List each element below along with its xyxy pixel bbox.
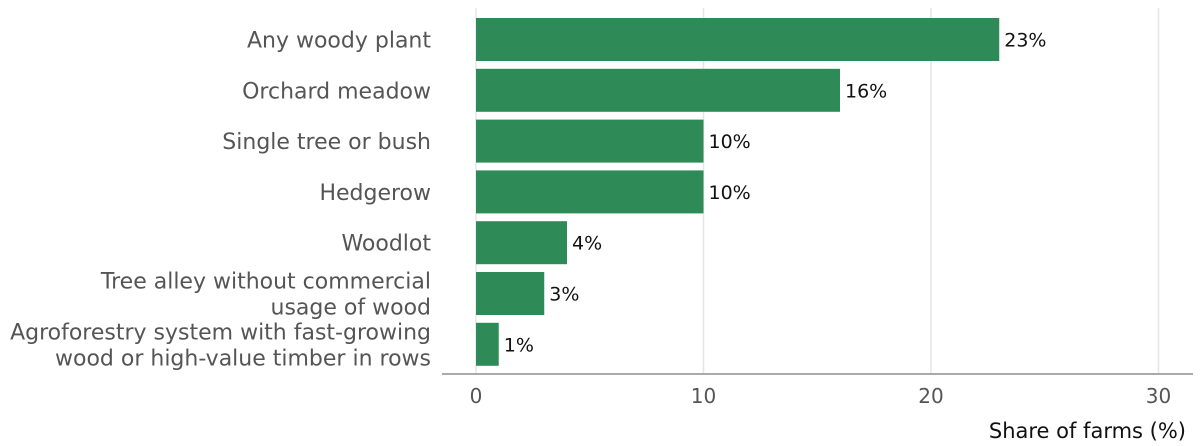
bar (476, 170, 704, 214)
x-tick-labels: 0 10 20 30 (470, 384, 1172, 408)
category-label: Orchard meadow (242, 79, 431, 104)
value-labels: 23% 16% 10% 10% 4% 3% 1% (504, 30, 1047, 357)
bars (476, 18, 1000, 366)
bar-value-label: 4% (572, 233, 602, 255)
x-tick-label: 30 (1146, 384, 1171, 408)
category-label: Single tree or bush (222, 130, 431, 155)
x-tick-label: 20 (918, 384, 943, 408)
category-label: usage of wood (271, 296, 431, 321)
x-tick-label: 10 (691, 384, 716, 408)
bar-value-label: 16% (845, 80, 887, 102)
bar-value-label: 1% (504, 334, 534, 356)
bar-value-label: 23% (1004, 30, 1046, 52)
bar (476, 322, 499, 366)
bar (476, 18, 1000, 61)
bar (476, 68, 840, 112)
bar-value-label: 10% (709, 182, 751, 204)
bar-value-label: 10% (709, 131, 751, 153)
bar (476, 221, 567, 265)
category-label: Hedgerow (319, 181, 431, 206)
category-label: Agroforestry system with fast-growing (10, 320, 431, 345)
category-label: Any woody plant (247, 29, 431, 54)
category-label: Woodlot (341, 232, 431, 257)
bar (476, 119, 704, 163)
bar-value-label: 3% (549, 284, 579, 306)
x-axis-title: Share of farms (%) (989, 419, 1186, 443)
bar (476, 272, 545, 315)
x-tick-label: 0 (470, 384, 483, 408)
category-labels: Any woody plant Orchard meadow Single tree… (10, 29, 431, 372)
category-label: Tree alley without commercial (100, 270, 431, 295)
category-label: wood or high-value timber in rows (55, 346, 431, 371)
